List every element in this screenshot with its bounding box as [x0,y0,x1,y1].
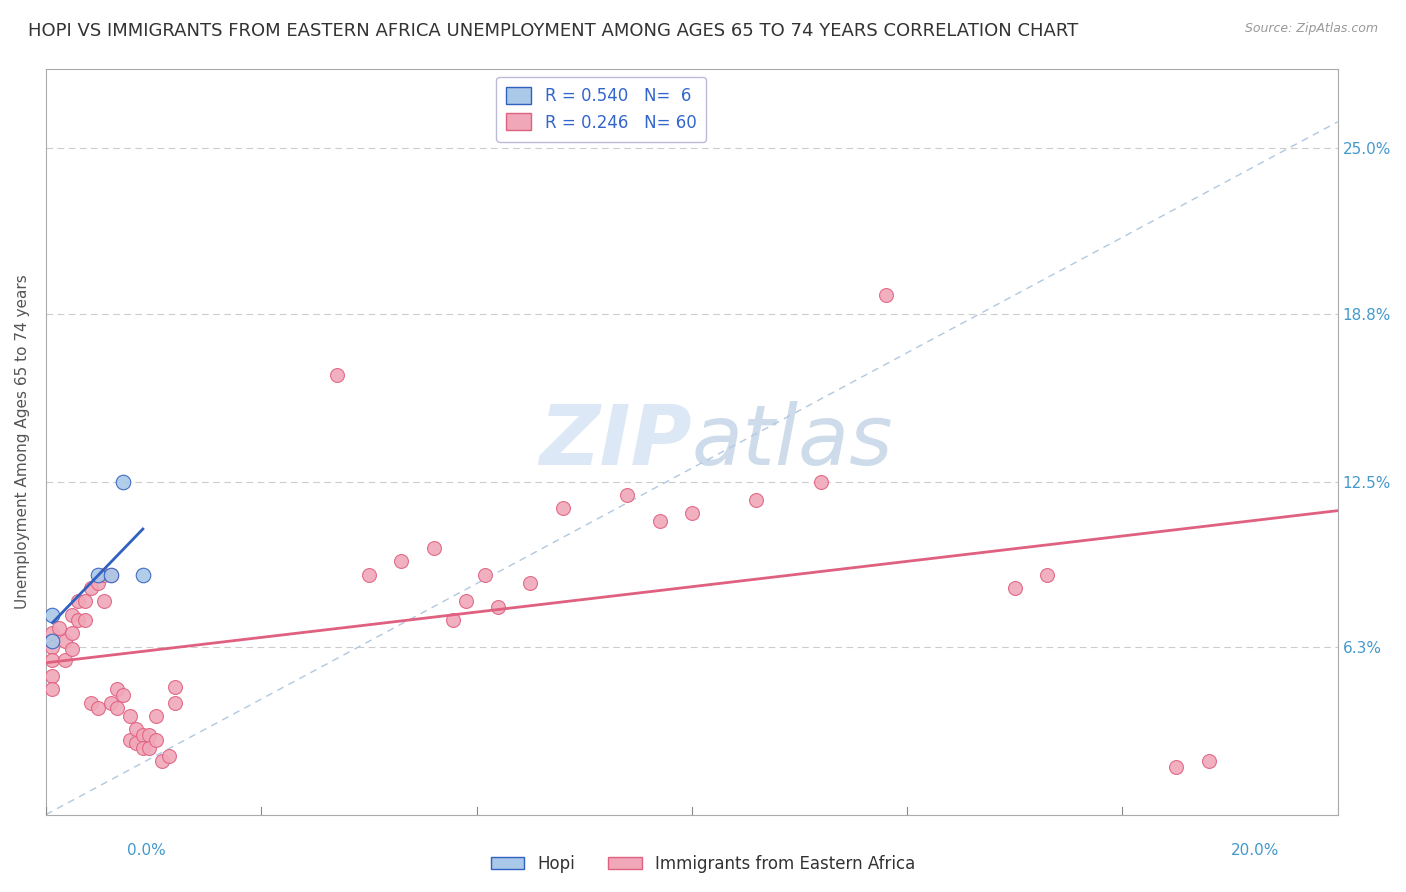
Point [41,626,63,640]
Point [73,594,96,608]
Text: atlas: atlas [692,401,893,482]
Point [67,594,90,608]
Y-axis label: Unemployment Among Ages 65 to 74 years: Unemployment Among Ages 65 to 74 years [15,274,30,609]
Point [41,669,63,683]
Point [125,736,148,750]
Point [100,696,122,710]
Point [441,613,464,627]
Text: HOPI VS IMMIGRANTS FROM EASTERN AFRICA UNEMPLOYMENT AMONG AGES 65 TO 74 YEARS CO: HOPI VS IMMIGRANTS FROM EASTERN AFRICA U… [28,22,1078,40]
Point [41,634,63,648]
Point [105,682,128,697]
Point [105,701,128,715]
Point [93,567,115,582]
Point [145,733,167,747]
Point [53,653,76,667]
Point [745,493,768,508]
Point [486,599,509,614]
Point [112,688,135,702]
Point [389,554,412,568]
Point [100,567,122,582]
Point [454,594,477,608]
Point [325,368,347,382]
Point [519,575,541,590]
Point [132,741,155,756]
Point [80,581,103,595]
Point [93,594,115,608]
Point [86,567,108,582]
Point [648,515,671,529]
Point [118,709,141,723]
Point [67,613,90,627]
Point [145,709,167,723]
Point [138,741,160,756]
Point [60,626,83,640]
Point [60,642,83,657]
Point [165,680,187,694]
Point [80,696,103,710]
Text: ZIP: ZIP [540,401,692,482]
Point [165,696,187,710]
Point [41,682,63,697]
Point [422,541,444,555]
Point [60,607,83,622]
Text: 20.0%: 20.0% [1232,843,1279,858]
Point [1166,759,1188,773]
Point [132,567,155,582]
Point [73,613,96,627]
Point [86,575,108,590]
Point [616,488,638,502]
Point [681,507,703,521]
Point [357,567,380,582]
Point [41,607,63,622]
Point [157,748,180,763]
Point [1198,754,1220,768]
Point [551,501,574,516]
Point [138,728,160,742]
Text: 0.0%: 0.0% [127,843,166,858]
Legend: R = 0.540   N=  6, R = 0.246   N= 60: R = 0.540 N= 6, R = 0.246 N= 60 [496,77,706,142]
Point [150,754,173,768]
Point [1036,567,1059,582]
Point [125,723,148,737]
Point [41,653,63,667]
Point [118,733,141,747]
Point [474,567,496,582]
Point [132,728,155,742]
Point [86,701,108,715]
Text: Source: ZipAtlas.com: Source: ZipAtlas.com [1244,22,1378,36]
Point [41,640,63,654]
Point [875,288,897,302]
Point [1004,581,1026,595]
Point [112,475,135,489]
Point [810,475,832,489]
Point [100,567,122,582]
Legend: Hopi, Immigrants from Eastern Africa: Hopi, Immigrants from Eastern Africa [484,848,922,880]
Point [48,621,70,635]
Point [53,634,76,648]
